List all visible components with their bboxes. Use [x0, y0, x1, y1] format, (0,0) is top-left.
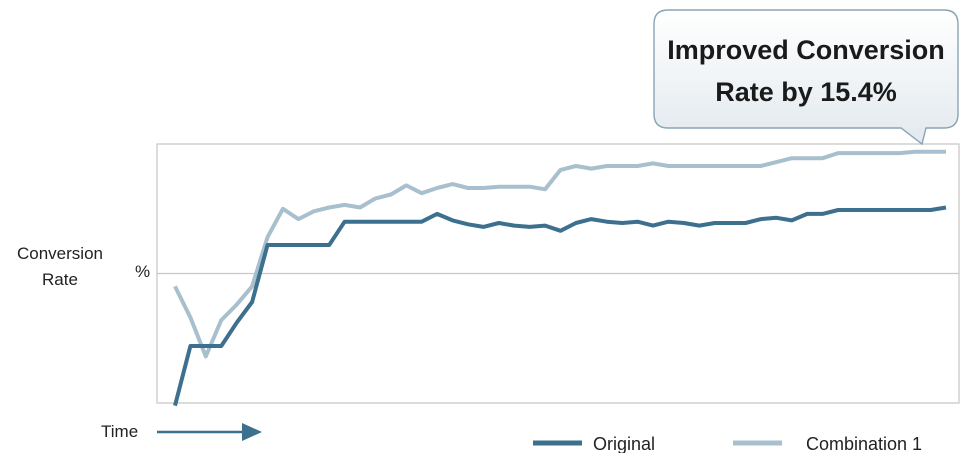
- time-arrow: [157, 423, 262, 441]
- legend-label-original: Original: [593, 434, 655, 453]
- callout-bubble: Improved Conversion Rate by 15.4%: [653, 9, 959, 146]
- x-axis-label: Time: [101, 422, 138, 441]
- y-axis-label-line2: Rate: [42, 270, 78, 289]
- series-layer: [173, 149, 947, 407]
- callout-text-line2: Rate by 15.4%: [715, 77, 897, 107]
- y-axis-unit: %: [135, 262, 150, 281]
- y-axis-label-line1: Conversion: [17, 244, 103, 263]
- legend-label-combination-1: Combination 1: [806, 434, 922, 453]
- legend: Original Combination 1: [533, 434, 922, 453]
- series-line-original: [173, 205, 947, 407]
- series-line-combination-1: [173, 149, 946, 359]
- callout-text-line1: Improved Conversion: [667, 35, 945, 65]
